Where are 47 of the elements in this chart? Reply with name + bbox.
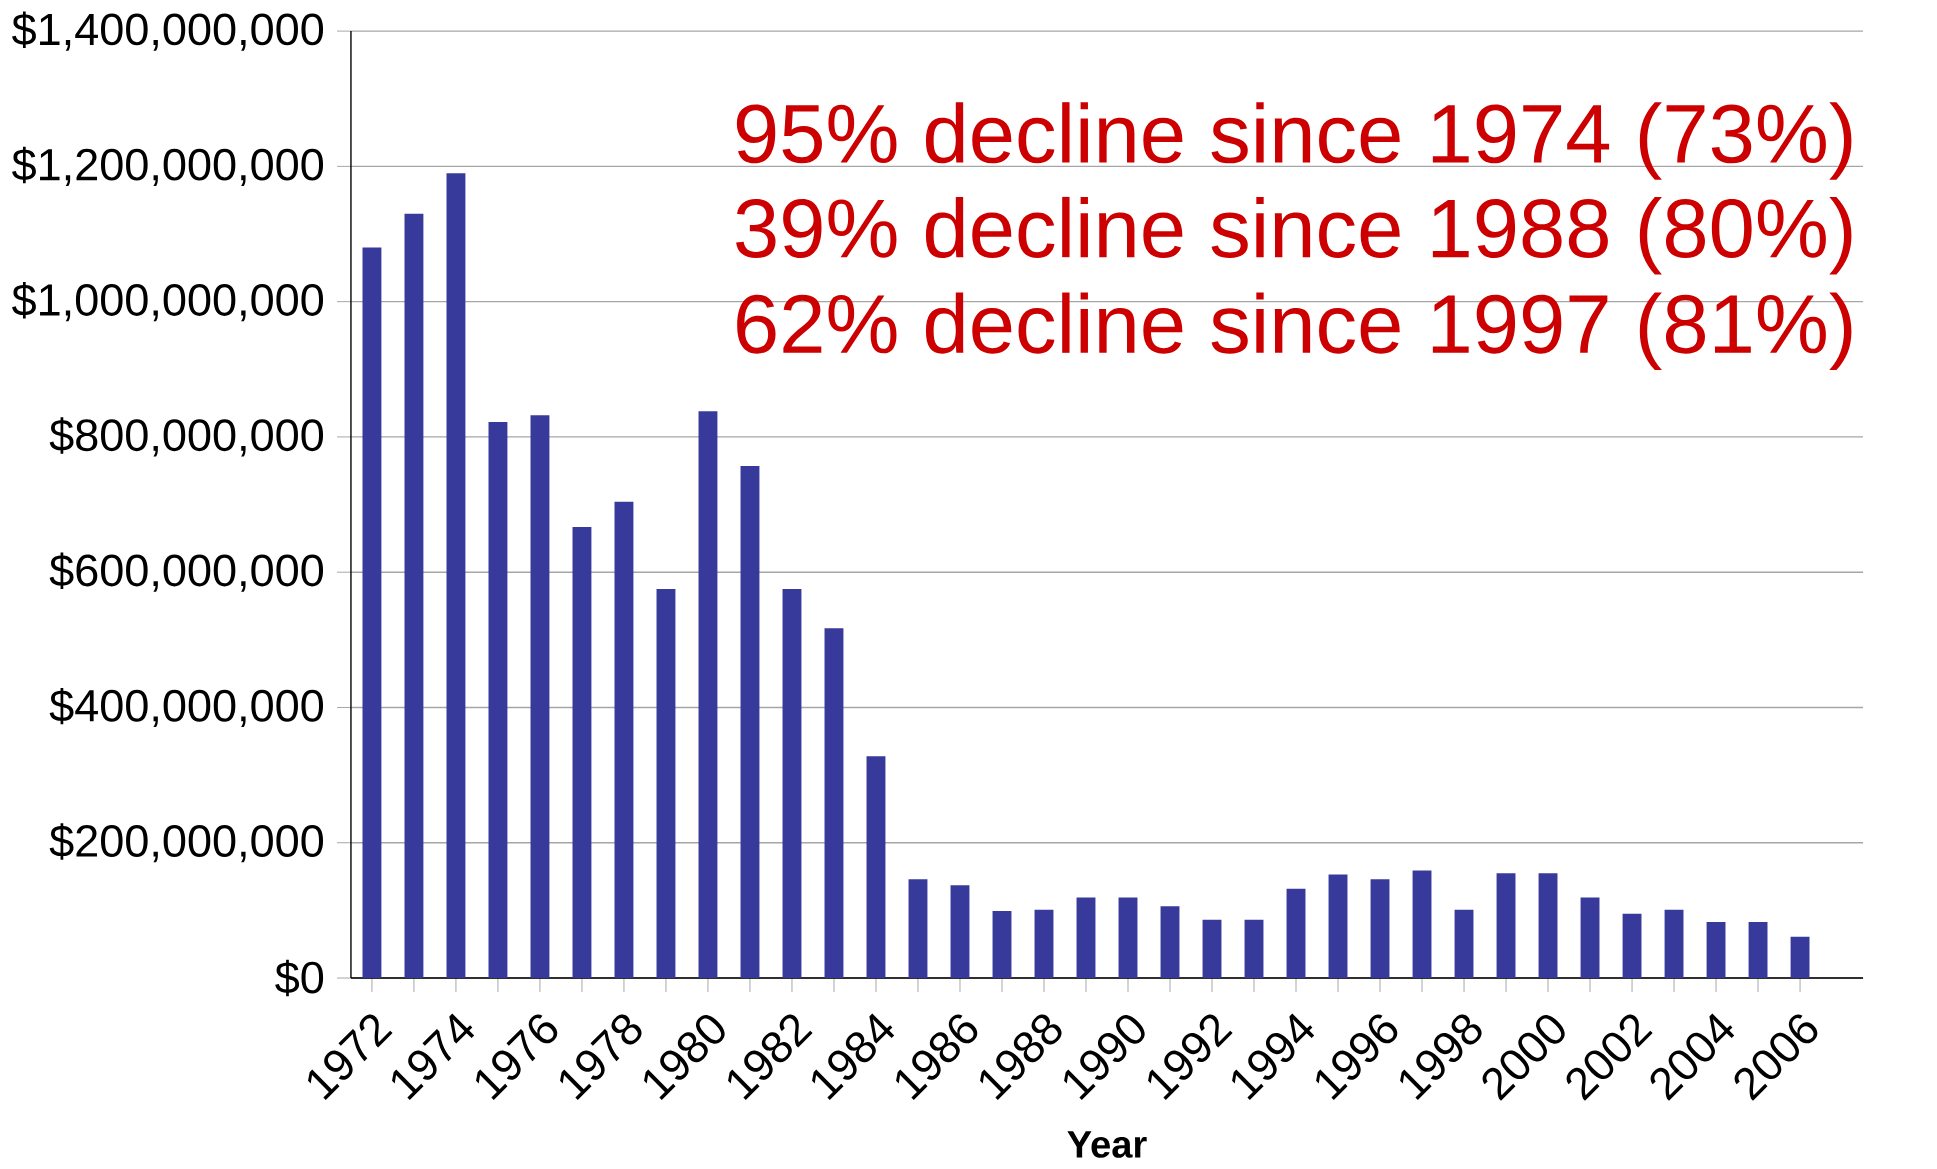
bar (1244, 919, 1264, 978)
bar (950, 885, 970, 978)
bar (740, 465, 760, 978)
bar (404, 213, 424, 978)
y-tick-label: $1,400,000,000 (12, 11, 324, 51)
bar (824, 628, 844, 978)
bar (1706, 921, 1726, 978)
y-tick-label: $0 (275, 959, 324, 997)
bar (572, 526, 592, 978)
bar (1118, 897, 1138, 978)
bar (1202, 919, 1222, 978)
bar (1370, 879, 1390, 978)
bar (530, 415, 550, 978)
bar (614, 501, 634, 978)
bar (362, 247, 382, 978)
annotation: 95% decline since 1974 (73%) (736, 101, 1852, 180)
bar (488, 421, 508, 978)
bar (1034, 909, 1054, 978)
bar (908, 879, 928, 978)
bar (1580, 897, 1600, 978)
bar (1496, 872, 1516, 978)
bar (866, 755, 886, 978)
y-tick-label: $600,000,000 (49, 552, 324, 592)
bar (1664, 909, 1684, 978)
bar (698, 411, 718, 978)
y-tick-label: $400,000,000 (49, 687, 324, 727)
bar (656, 588, 676, 978)
annotation: 39% decline since 1988 (80%) (736, 196, 1852, 275)
bar (1538, 872, 1558, 978)
bar (1328, 874, 1348, 978)
y-tick-label: $1,200,000,000 (12, 146, 324, 186)
y-tick-label: $800,000,000 (49, 417, 324, 457)
x-axis-title: Year (1067, 1131, 1147, 1158)
bar (992, 910, 1012, 978)
annotation: 62% decline since 1997 (81%) (737, 292, 1852, 370)
bar (1160, 906, 1180, 978)
bar (1286, 888, 1306, 978)
y-tick-label: $200,000,000 (49, 822, 324, 863)
bar (1412, 870, 1432, 978)
bar (1454, 909, 1474, 978)
bar (1076, 897, 1096, 978)
bar (782, 588, 802, 978)
y-tick-label: $1,000,000,000 (12, 281, 324, 322)
bar (1790, 936, 1810, 978)
bar (446, 172, 466, 978)
bar (1622, 913, 1642, 978)
bar (1748, 921, 1768, 978)
